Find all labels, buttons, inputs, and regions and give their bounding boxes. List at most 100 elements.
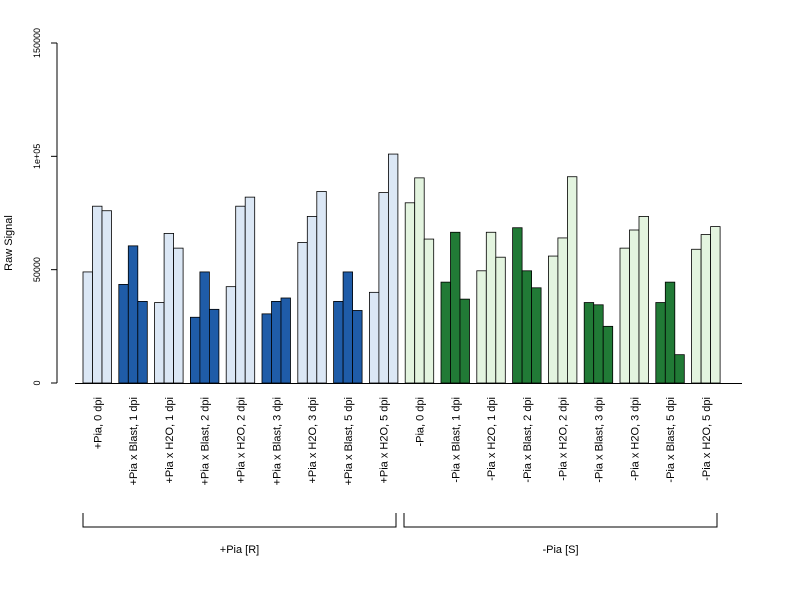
bar xyxy=(423,238,435,384)
bar xyxy=(368,291,380,384)
category-label: -Pia x Blast, 1 dpi xyxy=(450,397,462,483)
category-label: -Pia, 0 dpi xyxy=(414,397,426,447)
bar-group xyxy=(225,196,256,384)
category-label: +Pia x H2O, 5 dpi xyxy=(379,397,391,484)
bar xyxy=(593,304,604,384)
category-label: -Pia x H2O, 5 dpi xyxy=(701,397,713,481)
bar-group xyxy=(548,176,578,384)
category-label: -Pia x H2O, 2 dpi xyxy=(558,397,570,481)
bar-group xyxy=(189,271,220,384)
category-labels: +Pia, 0 dpi +Pia x Blast, 1 dpi +Pia x H2O… xyxy=(92,397,713,485)
bar-group xyxy=(476,231,506,384)
bar xyxy=(225,286,237,384)
category-label: +Pia, 0 dpi xyxy=(92,397,104,449)
group-bracket: +Pia [R] xyxy=(82,513,397,556)
bar xyxy=(127,245,139,384)
bar xyxy=(691,248,702,384)
bar xyxy=(387,153,399,384)
bar xyxy=(619,247,630,384)
bar xyxy=(548,255,559,384)
bar xyxy=(583,302,595,384)
bar-group xyxy=(512,227,542,384)
bar xyxy=(306,215,318,384)
bar xyxy=(378,192,389,384)
bar-group xyxy=(82,205,112,384)
category-label: +Pia x Blast, 2 dpi xyxy=(200,397,212,485)
group-brackets: +Pia [R] -Pia [S] xyxy=(82,513,718,556)
bar xyxy=(602,325,614,384)
bar-group xyxy=(261,297,291,384)
bar-series xyxy=(82,153,721,384)
category-label: +Pia x Blast, 3 dpi xyxy=(271,397,283,485)
bar xyxy=(173,247,184,384)
bar xyxy=(450,231,461,384)
bar xyxy=(189,316,201,384)
bar-group xyxy=(691,226,721,384)
bar xyxy=(710,226,721,384)
bar xyxy=(674,354,685,384)
bar xyxy=(531,287,542,384)
bar xyxy=(521,270,532,384)
category-label: -Pia x Blast, 2 dpi xyxy=(522,397,534,483)
bracket-line xyxy=(403,513,718,528)
y-tick-label: 1e+05 xyxy=(32,144,42,169)
bar xyxy=(485,231,497,384)
bar xyxy=(414,177,425,384)
bar xyxy=(92,205,103,384)
y-tick-label: 0 xyxy=(32,380,42,385)
bar xyxy=(316,191,327,384)
category-label: -Pia x Blast, 5 dpi xyxy=(665,397,677,483)
bar xyxy=(404,202,416,384)
bar xyxy=(700,234,711,384)
y-tick-label: 150000 xyxy=(32,28,42,58)
bar-group xyxy=(368,153,399,384)
bar-group xyxy=(655,281,685,384)
bar xyxy=(352,310,363,384)
bar xyxy=(271,300,282,384)
y-axis: 0 50000 1e+05 150000 xyxy=(32,28,58,386)
category-label: +Pia x Blast, 1 dpi xyxy=(128,397,140,485)
y-tick-label: 50000 xyxy=(32,257,42,282)
bar xyxy=(101,210,112,384)
bar-group xyxy=(118,245,148,384)
bar xyxy=(244,196,256,384)
bar xyxy=(342,271,354,384)
bar-group xyxy=(297,191,327,384)
bar xyxy=(297,242,308,384)
category-label: -Pia x H2O, 1 dpi xyxy=(486,397,498,481)
bar xyxy=(280,297,291,384)
y-axis-label: Raw Signal xyxy=(3,215,15,271)
category-label: +Pia x H2O, 2 dpi xyxy=(235,397,247,484)
category-label: +Pia x H2O, 1 dpi xyxy=(164,397,176,484)
group-label: -Pia [S] xyxy=(542,544,578,556)
bar xyxy=(638,215,649,384)
bar xyxy=(557,237,568,384)
bar xyxy=(208,308,220,384)
bar xyxy=(118,283,129,384)
bar-group xyxy=(404,177,435,384)
bar xyxy=(333,300,344,384)
bar-group xyxy=(619,215,649,384)
bar xyxy=(655,302,666,384)
bar xyxy=(476,270,487,384)
category-label: +Pia x H2O, 3 dpi xyxy=(307,397,319,484)
bar xyxy=(261,313,272,384)
category-label: -Pia x Blast, 3 dpi xyxy=(593,397,605,483)
bar xyxy=(163,232,175,384)
bar-group xyxy=(333,271,363,384)
bar xyxy=(154,302,165,384)
bar xyxy=(664,281,676,384)
bar xyxy=(495,256,506,384)
bar-group xyxy=(154,232,184,384)
bar-group xyxy=(583,302,614,384)
category-label: -Pia x H2O, 3 dpi xyxy=(629,397,641,481)
bar xyxy=(82,271,93,384)
group-bracket: -Pia [S] xyxy=(403,513,718,556)
bar xyxy=(629,229,640,384)
group-label: +Pia [R] xyxy=(220,544,259,556)
bar xyxy=(512,227,523,384)
bar xyxy=(567,176,578,384)
bracket-line xyxy=(82,513,397,528)
